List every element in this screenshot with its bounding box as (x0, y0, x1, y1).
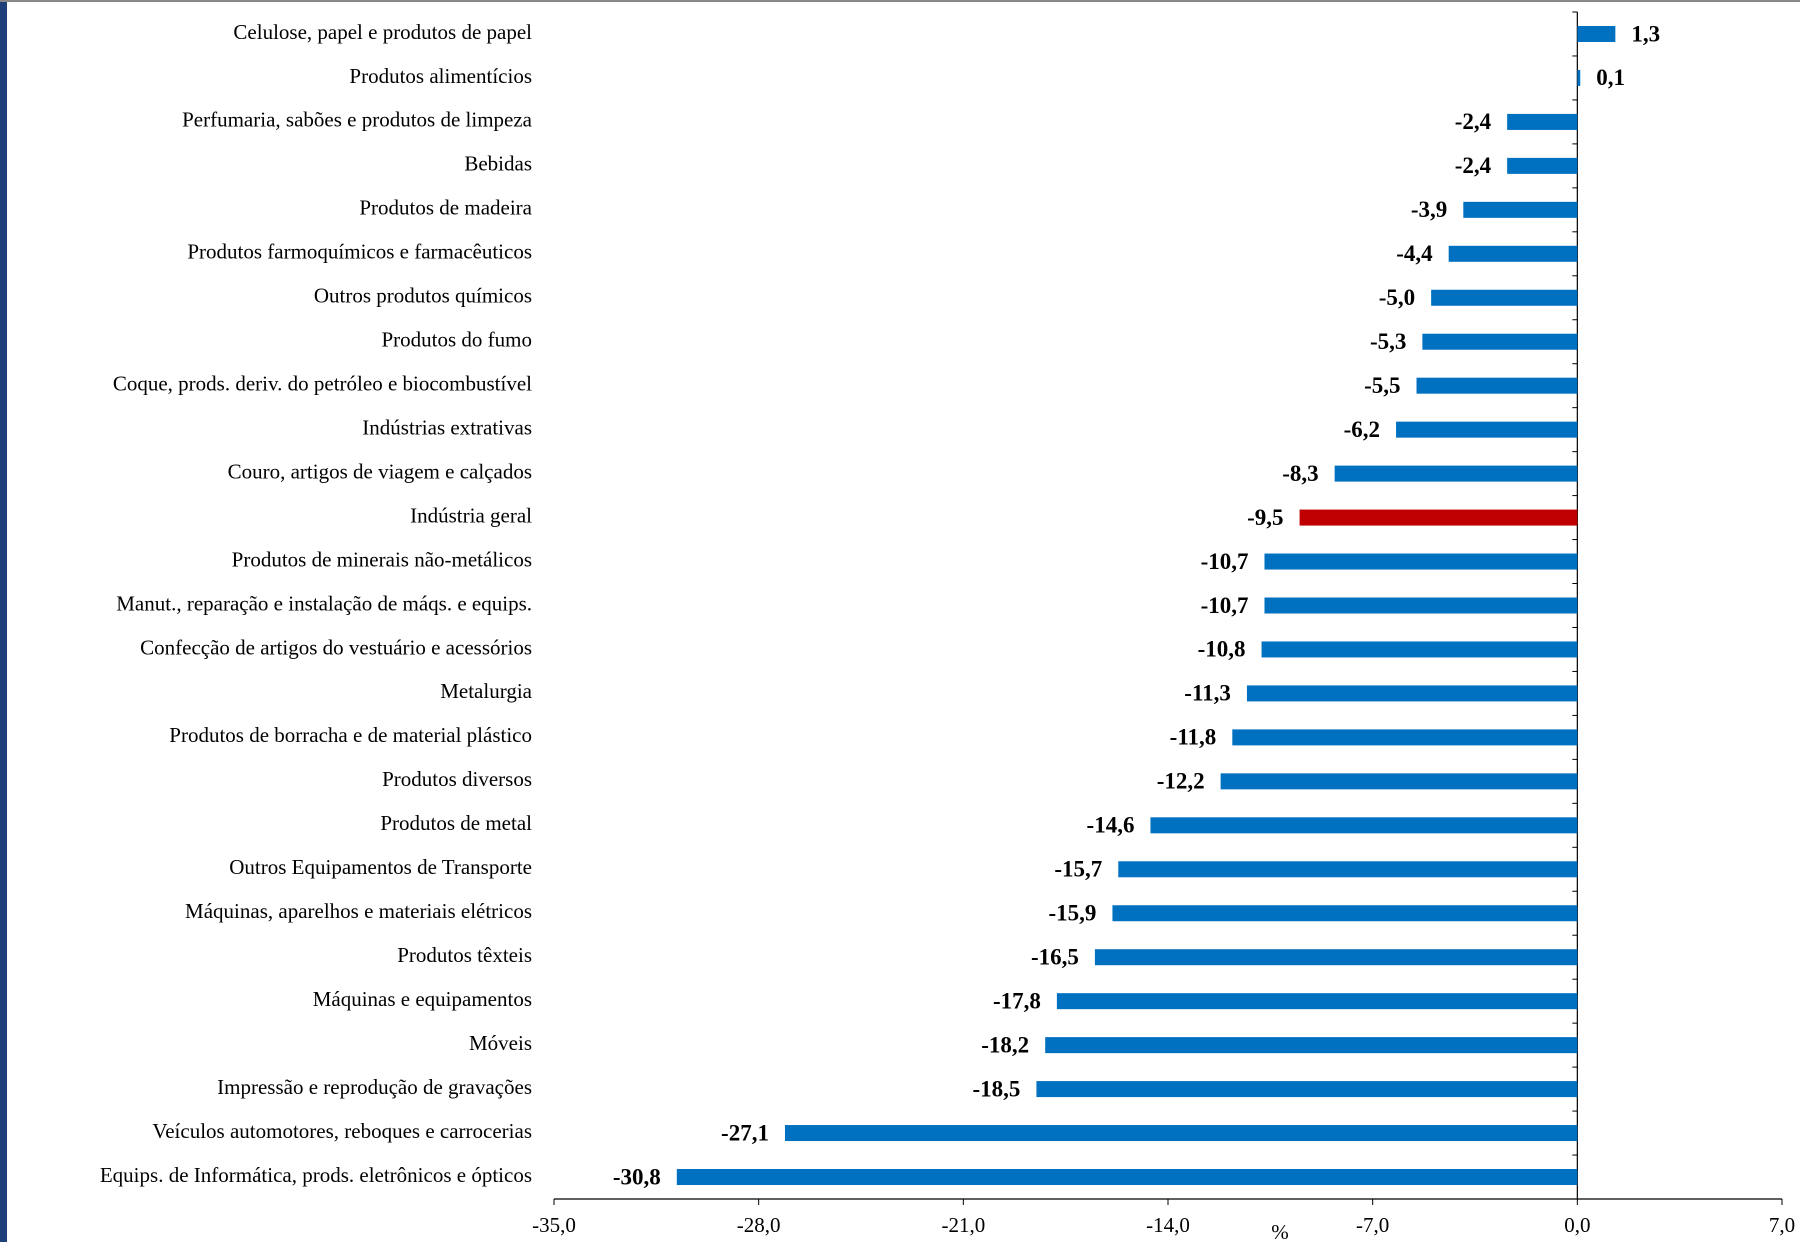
category-label: Produtos de minerais não-metálicos (232, 547, 532, 571)
bar (1448, 245, 1578, 262)
value-label: -10,7 (1201, 593, 1249, 618)
value-label: -10,7 (1201, 549, 1249, 574)
bar (1056, 993, 1578, 1010)
bar (1507, 157, 1578, 174)
category-label: Móveis (469, 1031, 532, 1055)
category-label: Couro, artigos de viagem e calçados (228, 459, 532, 483)
value-label: -5,5 (1364, 373, 1400, 398)
bar (676, 1169, 1578, 1186)
category-label: Manut., reparação e instalação de máqs. … (116, 591, 532, 615)
category-label: Bebidas (464, 152, 532, 176)
bar (1431, 289, 1578, 306)
x-axis-label: % (1271, 1220, 1289, 1242)
value-label: -30,8 (613, 1164, 661, 1189)
bar (1577, 25, 1616, 42)
category-label: Celulose, papel e produtos de papel (233, 20, 532, 44)
value-label: -16,5 (1031, 944, 1079, 969)
bar (1416, 377, 1578, 394)
value-label: -3,9 (1411, 197, 1447, 222)
category-label: Indústrias extrativas (362, 415, 532, 439)
value-label: -14,6 (1087, 813, 1135, 838)
value-label: -2,4 (1455, 153, 1492, 178)
value-label: -5,3 (1370, 329, 1406, 354)
bar (1396, 421, 1578, 438)
category-label: Produtos de madeira (359, 196, 532, 220)
x-tick-label: -35,0 (532, 1213, 576, 1237)
category-label: Produtos de borracha e de material plást… (169, 723, 532, 747)
bar (1232, 729, 1578, 746)
category-label: Produtos do fumo (381, 328, 532, 352)
bar (1150, 817, 1578, 834)
value-label: -6,2 (1344, 417, 1380, 442)
category-label: Metalurgia (440, 679, 532, 703)
bar (1094, 949, 1578, 966)
value-label: -17,8 (993, 988, 1041, 1013)
bar (1299, 509, 1578, 526)
category-label: Produtos alimentícios (349, 64, 532, 88)
bar (1112, 905, 1578, 922)
category-label: Outros produtos químicos (314, 284, 532, 308)
category-label: Produtos farmoquímicos e farmacêuticos (187, 240, 532, 264)
bar (1422, 333, 1578, 350)
bar (784, 1125, 1578, 1142)
category-label: Equips. de Informática, prods. eletrônic… (100, 1163, 532, 1187)
bar (1118, 861, 1578, 878)
value-label: -12,2 (1157, 769, 1205, 794)
category-label: Coque, prods. deriv. do petróleo e bioco… (113, 371, 532, 395)
bar (1334, 465, 1578, 482)
bar (1264, 597, 1578, 614)
value-label: -10,8 (1198, 637, 1246, 662)
bar (1036, 1081, 1578, 1098)
bar (1261, 641, 1578, 658)
bar (1246, 685, 1578, 702)
category-label: Máquinas, aparelhos e materiais elétrico… (185, 899, 532, 923)
value-label: -27,1 (721, 1120, 769, 1145)
value-label: -4,4 (1396, 241, 1433, 266)
value-label: -18,2 (981, 1032, 1029, 1057)
bar (1507, 113, 1578, 130)
bar (1220, 773, 1578, 790)
value-label: -2,4 (1455, 109, 1492, 134)
category-label: Indústria geral (410, 503, 532, 527)
category-label: Máquinas e equipamentos (313, 987, 532, 1011)
value-label: -9,5 (1247, 505, 1283, 530)
value-label: -5,0 (1379, 285, 1415, 310)
x-tick-label: 0,0 (1564, 1213, 1590, 1237)
value-label: -15,9 (1049, 901, 1097, 926)
category-label: Produtos de metal (380, 811, 532, 835)
x-tick-label: -28,0 (737, 1213, 781, 1237)
category-label: Outros Equipamentos de Transporte (229, 855, 532, 879)
value-label: -18,5 (973, 1076, 1021, 1101)
bar (1463, 201, 1578, 218)
category-label: Veículos automotores, reboques e carroce… (152, 1119, 532, 1143)
value-label: -15,7 (1054, 857, 1102, 882)
x-tick-label: -7,0 (1356, 1213, 1389, 1237)
x-tick-label: -14,0 (1146, 1213, 1190, 1237)
value-label: -8,3 (1282, 461, 1318, 486)
bar (1577, 69, 1581, 86)
value-label: 1,3 (1631, 21, 1660, 46)
category-label: Produtos têxteis (397, 943, 532, 967)
bar (1045, 1037, 1578, 1054)
category-label: Produtos diversos (382, 767, 532, 791)
bar (1264, 553, 1578, 570)
category-label: Impressão e reprodução de gravações (217, 1075, 532, 1099)
category-label: Confecção de artigos do vestuário e aces… (140, 635, 532, 659)
left-border (0, 0, 7, 1242)
category-label: Perfumaria, sabões e produtos de limpeza (182, 108, 533, 132)
value-label: 0,1 (1596, 65, 1625, 90)
value-label: -11,8 (1170, 725, 1217, 750)
value-label: -11,3 (1184, 681, 1231, 706)
x-tick-label: -21,0 (941, 1213, 985, 1237)
x-tick-label: 7,0 (1769, 1213, 1795, 1237)
